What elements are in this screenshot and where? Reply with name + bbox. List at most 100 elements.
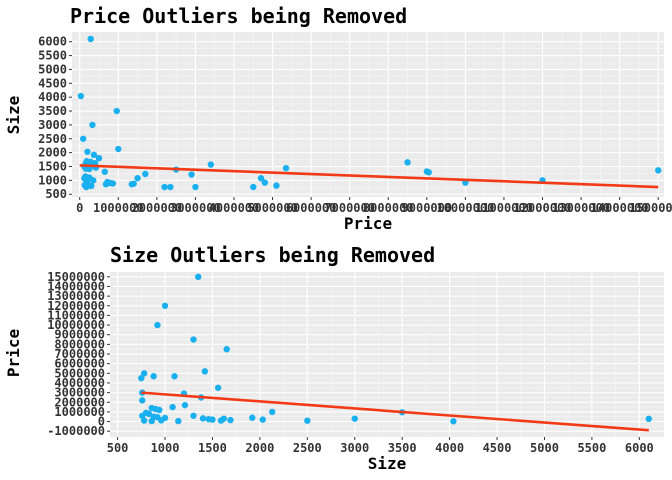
trend-line xyxy=(79,164,659,189)
x-tick-label: 500 xyxy=(107,441,129,455)
chart1-y-axis-title: Size xyxy=(4,96,23,135)
data-point xyxy=(190,336,197,343)
data-point xyxy=(199,415,207,422)
data-point xyxy=(645,415,653,423)
data-point xyxy=(145,410,153,418)
x-tick-label: 5500 xyxy=(577,441,606,455)
data-point xyxy=(167,183,174,191)
x-tick-label: 3500 xyxy=(388,441,417,455)
data-point xyxy=(250,183,257,191)
data-point xyxy=(450,418,457,425)
data-point xyxy=(214,384,222,391)
data-point xyxy=(195,273,202,281)
x-tick-label: 10000000 xyxy=(436,201,494,215)
data-point xyxy=(261,179,269,186)
x-tick-label: 14000000 xyxy=(591,201,649,215)
data-point xyxy=(79,135,87,142)
data-point xyxy=(84,148,91,155)
x-tick-label: 9000000 xyxy=(402,201,453,215)
data-point xyxy=(87,35,94,43)
data-point xyxy=(140,417,148,424)
y-tick-label: 1500 xyxy=(38,159,67,173)
data-point xyxy=(102,181,110,188)
x-tick-label: 8000000 xyxy=(363,201,414,215)
x-tick-label: 1000000 xyxy=(93,201,144,215)
x-tick-label: 4000000 xyxy=(209,201,260,215)
x-tick-label: 2000 xyxy=(245,441,274,455)
data-point xyxy=(138,374,145,382)
data-point xyxy=(77,92,85,100)
data-point xyxy=(269,408,276,416)
y-tick-label: 10000000 xyxy=(47,318,105,332)
trend-line xyxy=(141,391,649,432)
y-tick-label: 4000000 xyxy=(54,376,105,390)
data-point xyxy=(86,165,93,173)
data-point xyxy=(273,182,280,189)
data-point xyxy=(95,154,103,162)
x-tick-label: 2500 xyxy=(293,441,322,455)
y-tick-label: 2000 xyxy=(38,146,67,160)
y-tick-label: 11000000 xyxy=(47,308,105,322)
data-point xyxy=(171,373,178,380)
chart2-plot: 500 1000 1500 2000 2500 3000 3500 4000 4500 5000 5… xyxy=(47,270,664,455)
y-tick-label: 6000 xyxy=(38,35,67,49)
data-point xyxy=(139,397,146,404)
y-tick-label: -1000000 xyxy=(47,424,105,438)
data-point xyxy=(207,161,215,168)
chart2-y-axis-title: Price xyxy=(4,329,23,377)
data-point xyxy=(140,370,148,377)
data-point xyxy=(90,177,97,184)
data-point xyxy=(282,164,290,172)
y-tick-label: 7000000 xyxy=(54,347,105,361)
data-point xyxy=(425,169,432,176)
data-point xyxy=(101,168,108,175)
y-tick-label: 5000000 xyxy=(54,366,105,380)
x-tick-label: 5000 xyxy=(530,441,559,455)
data-point xyxy=(115,145,122,153)
x-tick-label: 7000000 xyxy=(324,201,375,215)
data-point xyxy=(223,345,230,353)
data-point xyxy=(304,417,311,424)
x-tick-label: 4000 xyxy=(435,441,464,455)
y-tick-label: 1000 xyxy=(38,173,67,187)
data-point xyxy=(139,412,146,419)
x-tick-label: 4500 xyxy=(483,441,512,455)
x-tick-label: 13000000 xyxy=(552,201,610,215)
data-point xyxy=(88,182,95,190)
data-point xyxy=(404,159,411,166)
data-point xyxy=(201,368,209,375)
data-point xyxy=(259,416,266,423)
data-point xyxy=(181,401,189,409)
data-point xyxy=(192,183,199,191)
data-point xyxy=(190,412,197,419)
data-point xyxy=(89,121,96,129)
data-point xyxy=(154,321,161,329)
data-point xyxy=(148,417,155,425)
x-tick-label: 0 xyxy=(76,201,83,215)
y-tick-label: 5500 xyxy=(38,49,67,63)
y-tick-label: 14000000 xyxy=(47,279,105,293)
data-point xyxy=(161,183,168,191)
x-tick-label: 5000000 xyxy=(247,201,298,215)
data-point xyxy=(109,180,117,187)
x-tick-label: 3000 xyxy=(340,441,369,455)
y-tick-label: 4500 xyxy=(38,76,67,90)
y-tick-label: 3000 xyxy=(38,118,67,132)
x-tick-label: 1000 xyxy=(151,441,180,455)
data-point xyxy=(150,373,157,380)
y-tick-label: 1000000 xyxy=(54,405,105,419)
data-point xyxy=(134,174,141,182)
chart1-title: Price Outliers being Removed xyxy=(70,4,407,28)
y-tick-label: 2500 xyxy=(38,132,67,146)
y-tick-label: 0 xyxy=(98,415,105,429)
x-tick-label: 1500 xyxy=(198,441,227,455)
data-point xyxy=(205,415,212,423)
y-tick-label: 8000000 xyxy=(54,337,105,351)
data-point xyxy=(161,302,169,309)
chart1-x-axis-title: Price xyxy=(344,214,392,233)
data-point xyxy=(90,151,98,159)
data-point xyxy=(175,417,182,425)
data-point xyxy=(257,174,265,182)
data-point xyxy=(655,167,662,174)
y-tick-label: 9000000 xyxy=(54,328,105,342)
